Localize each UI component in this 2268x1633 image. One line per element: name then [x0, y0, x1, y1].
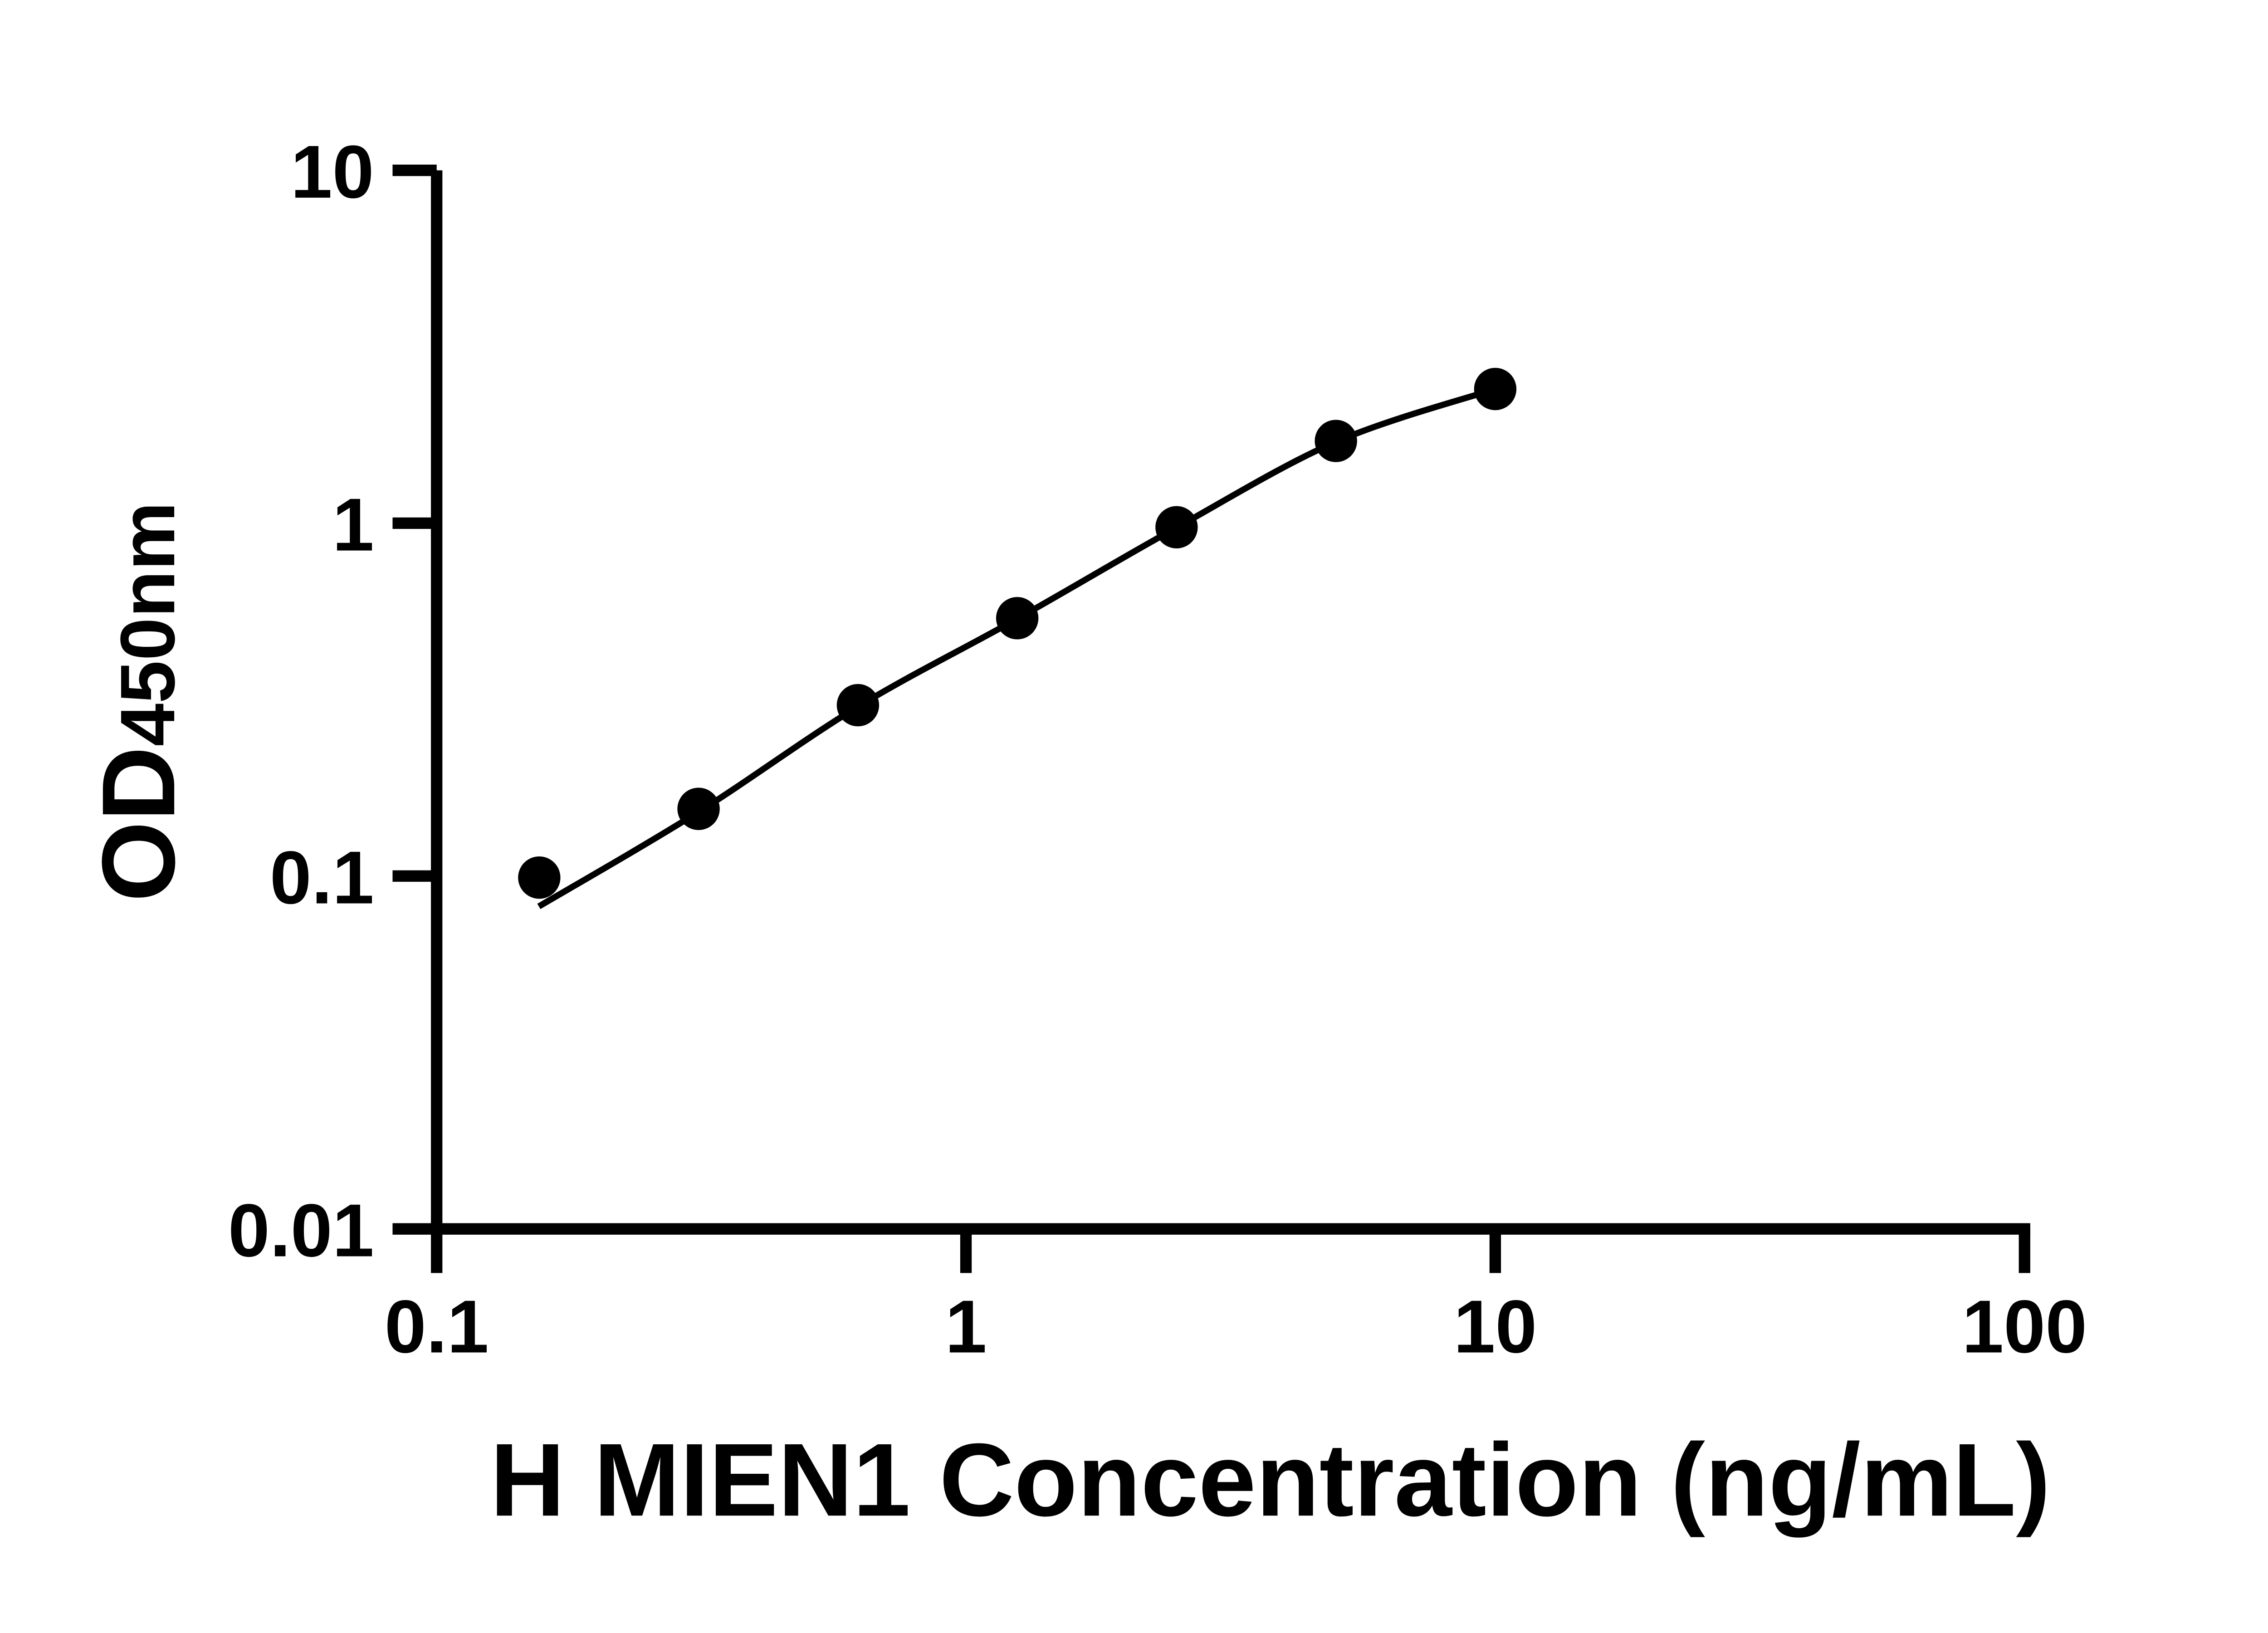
x-axis-title: H MIEN1 Concentration (ng/mL) — [490, 1422, 2050, 1538]
axis-lines — [431, 170, 2030, 1235]
data-point — [1315, 420, 1357, 462]
data-points — [518, 367, 1517, 899]
y-tick-label: 10 — [291, 130, 374, 214]
data-point — [996, 597, 1039, 640]
y-axis-title: OD450nm — [81, 502, 196, 902]
fit-curve — [537, 386, 1496, 909]
y-axis-title-main: OD — [81, 746, 196, 902]
x-tick-label: 1 — [945, 1285, 987, 1369]
x-tick-label: 10 — [1453, 1285, 1537, 1369]
data-point — [1155, 506, 1198, 548]
fit-curve-line — [537, 386, 1496, 909]
x-tick-label: 0.1 — [385, 1285, 489, 1369]
y-tick-label: 0.1 — [270, 836, 374, 920]
x-axis-ticks: 0.1 1 10 100 — [385, 1229, 2087, 1369]
axes — [431, 170, 2030, 1235]
y-axis-ticks: 0.01 0.1 1 10 — [228, 130, 437, 1272]
data-point — [518, 856, 561, 899]
y-tick-label: 0.01 — [228, 1188, 374, 1272]
y-tick-label: 1 — [332, 483, 374, 567]
x-tick-label: 100 — [1962, 1285, 2087, 1369]
y-axis-title-sub: 450nm — [105, 502, 191, 746]
data-point — [677, 787, 720, 830]
data-point — [836, 684, 880, 727]
data-point — [1474, 367, 1517, 411]
